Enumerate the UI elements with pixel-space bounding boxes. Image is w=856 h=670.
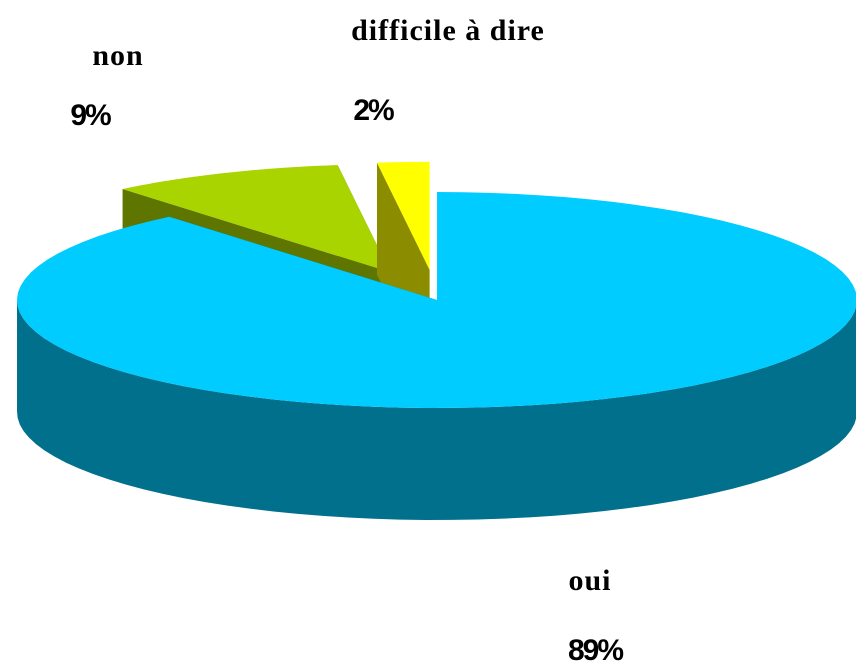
slice-side (17, 298, 856, 520)
slice-top (376, 161, 430, 270)
value-label: 2% (353, 94, 394, 127)
category-label: non (92, 39, 143, 72)
slice-top (122, 165, 391, 273)
category-label: oui (568, 564, 611, 597)
value-label: 89% (568, 634, 623, 667)
pie-slice (17, 192, 856, 520)
value-label: 9% (70, 99, 111, 132)
category-label: difficile à dire (351, 14, 545, 47)
slice-top (17, 192, 856, 408)
